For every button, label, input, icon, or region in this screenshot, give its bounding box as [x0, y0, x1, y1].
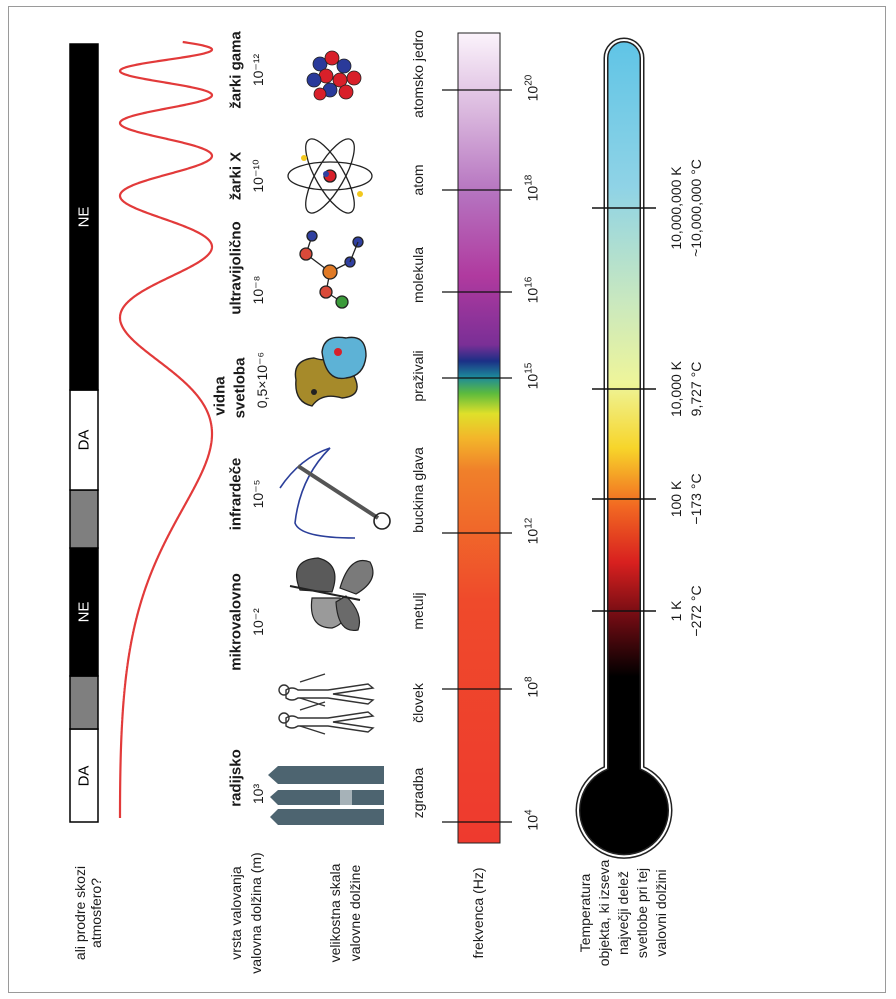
frequency-tick-label: 104 — [523, 809, 541, 831]
frequency-tick-label: 108 — [523, 676, 541, 698]
wavelength-row-label: valovna dolžina (m) — [247, 852, 264, 974]
atmosphere-segment — [69, 489, 99, 549]
object-label-atom: atom — [409, 164, 426, 196]
atom-icon — [287, 138, 373, 214]
atomic-nucleus-icon — [306, 50, 362, 101]
atmosphere-segment-label: DA — [75, 765, 93, 786]
temperature-kelvin-label: 100 K — [667, 480, 684, 518]
frequency-tick-label: 1012 — [523, 517, 541, 545]
human-icon — [278, 673, 375, 735]
temperature-kelvin-label: 10,000,000 K — [667, 166, 684, 250]
atmosphere-segment-label: DA — [75, 429, 93, 451]
wavelength-ultraviolet: 10⁻⁸ — [249, 275, 266, 305]
temperature-row-label-2: objekta, ki izseva — [595, 859, 612, 967]
wavelength-infrared: 10⁻⁵ — [249, 479, 266, 509]
object-label-pin-head: buckina glava — [409, 447, 426, 533]
size-scale-row-label-2: valovne dolžine — [346, 864, 363, 962]
atmosphere-bar — [69, 43, 99, 823]
protozoa-icon — [294, 336, 367, 407]
object-label-butterfly: metulj — [409, 592, 426, 630]
temperature-row-label-4: svetlobe pri tej — [633, 867, 650, 959]
wavelength-radio: 10³ — [249, 783, 266, 805]
object-label-human: človek — [409, 683, 426, 723]
object-label-nucleus: atomsko jedro — [409, 30, 426, 118]
frequency-tick-label: 1016 — [523, 276, 541, 304]
wave-name-infrared: infrardeče — [227, 457, 245, 531]
temperature-kelvin-label: 1 K — [667, 600, 684, 622]
butterfly-icon — [289, 557, 374, 632]
atmosphere-question-label: ali prodre skozi atmosfero? — [71, 865, 104, 961]
figure-frame — [8, 6, 886, 993]
temperature-row-label-3: največji delež — [614, 870, 631, 956]
frequency-row-label: frekvenca (Hz) — [469, 867, 486, 959]
temperature-celsius-label: −173 °C — [687, 473, 704, 525]
temperature-celsius-label: 9,727 °C — [687, 361, 704, 417]
wave-name-visible: vidna — [211, 376, 229, 416]
frequency-tick-label: 1020 — [523, 74, 541, 102]
molecule-icon — [299, 230, 364, 309]
wave-name-radio: radijsko — [227, 749, 245, 807]
frequency-axis — [442, 89, 512, 823]
wave-name-gamma: žarki gama — [227, 31, 245, 109]
object-label-molecule: molekula — [409, 246, 426, 304]
wave-name-microwave: mikrovalovno — [227, 573, 245, 671]
wavelength-visible: 0,5×10⁻⁶ — [253, 351, 270, 409]
wave-illustration — [118, 40, 214, 818]
wave-name-visible-2: svetloba — [231, 357, 249, 419]
atmosphere-segment-label: NE — [75, 601, 93, 623]
wavelength-microwave: 10⁻² — [249, 608, 266, 636]
temperature-celsius-label: −272 °C — [687, 585, 704, 637]
temperature-kelvin-label: 10,000 K — [667, 360, 684, 418]
building-icon — [268, 766, 384, 825]
size-scale-row-label: velikostna skala — [326, 863, 343, 963]
frequency-bar — [457, 32, 501, 844]
atmosphere-segment — [69, 43, 99, 391]
atmosphere-segment — [69, 675, 99, 730]
wave-type-row-label: vrsta valovanja — [227, 866, 244, 960]
frequency-tick-label: 1015 — [523, 362, 541, 390]
temperature-row-label-1: Temperatura — [576, 873, 593, 953]
wave-name-ultraviolet: ultravijolično — [227, 221, 245, 315]
temperature-row-label-5: valovni dolžini — [652, 869, 669, 957]
wave-name-xray: žarki X — [227, 151, 245, 201]
atmosphere-segment — [69, 389, 99, 491]
atmosphere-segment-label: NE — [75, 206, 93, 228]
object-label-building: zgradba — [409, 767, 426, 819]
pin-head-icon — [279, 447, 391, 539]
temperature-celsius-label: ~10,000,000 °C — [687, 159, 704, 257]
thermometer — [575, 37, 673, 859]
temperature-axis — [592, 207, 656, 612]
wavelength-xray: 10⁻¹⁰ — [249, 159, 266, 193]
frequency-tick-label: 1018 — [523, 174, 541, 202]
object-label-protozoa: praživali — [409, 350, 426, 402]
wavelength-gamma: 10⁻¹² — [249, 53, 266, 87]
